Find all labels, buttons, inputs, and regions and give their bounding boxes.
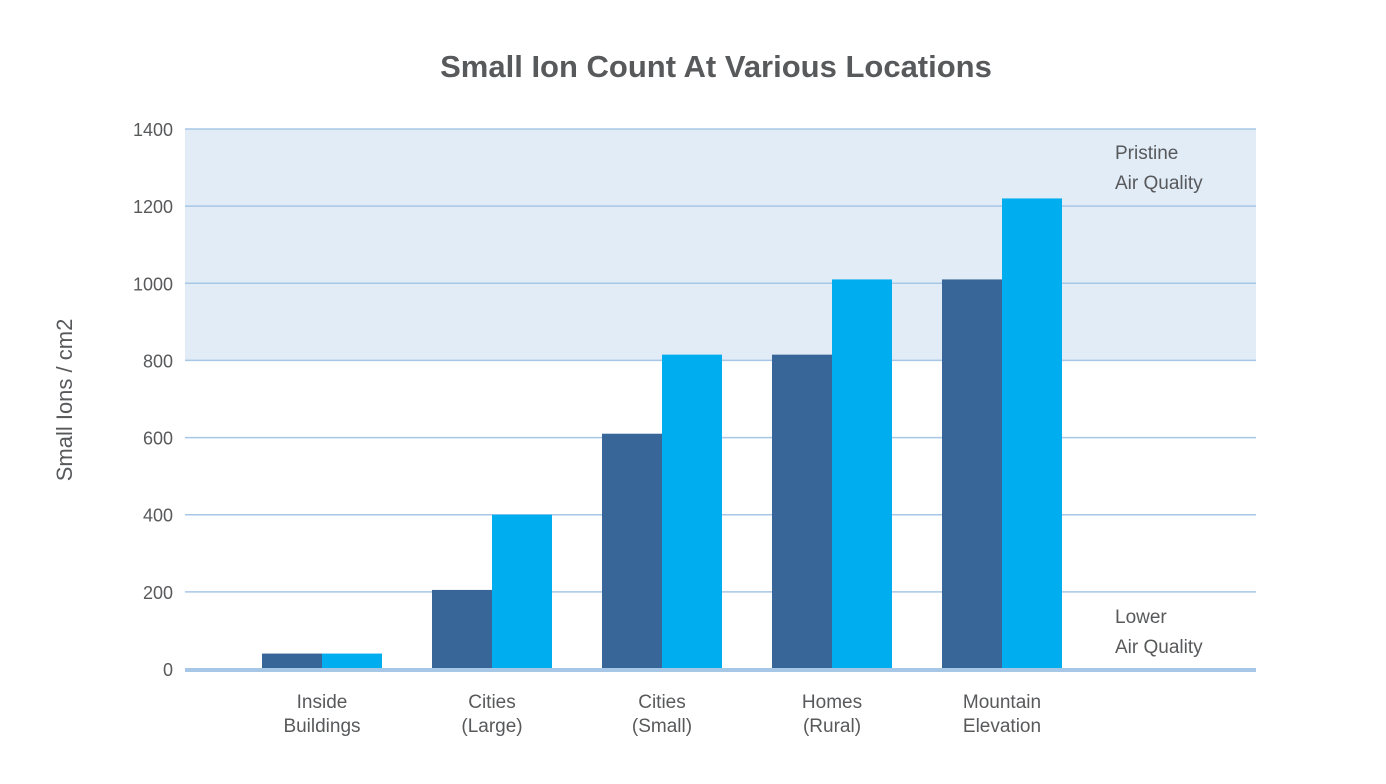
x-category-label: (Rural) [803, 716, 861, 737]
lower-label-line2: Air Quality [1115, 637, 1203, 658]
pristine-label-line1: Pristine [1115, 143, 1178, 164]
pristine-zone-band [185, 129, 1256, 361]
bar [322, 653, 382, 669]
y-axis-ticks: 0 200 400 600 800 1000 1200 1400 [133, 120, 173, 680]
bars [262, 198, 1062, 669]
bar [662, 354, 722, 669]
chart-title: Small Ion Count At Various Locations [440, 49, 992, 84]
y-axis-label: Small Ions / cm2 [52, 319, 77, 482]
x-category-label: (Large) [461, 716, 522, 737]
x-axis-categories: Inside Buildings Cities (Large) Cities (Small… [283, 692, 1041, 737]
bar [262, 653, 322, 669]
x-category-label: (Small) [632, 716, 692, 737]
bar [432, 589, 492, 669]
x-category-label: Cities [638, 692, 686, 713]
x-category-label: Mountain [963, 692, 1041, 713]
x-category-label: Cities [468, 692, 516, 713]
x-category-label: Elevation [963, 716, 1041, 737]
pristine-label-line2: Air Quality [1115, 173, 1203, 194]
bar [942, 279, 1002, 669]
y-tick-label: 800 [143, 351, 173, 371]
y-tick-label: 0 [163, 660, 173, 680]
bar [772, 354, 832, 669]
x-category-label: Buildings [283, 716, 360, 737]
y-tick-label: 1400 [133, 120, 173, 140]
lower-label-line1: Lower [1115, 607, 1167, 628]
x-category-label: Inside [297, 692, 348, 713]
bar [492, 514, 552, 669]
y-tick-label: 200 [143, 583, 173, 603]
y-tick-label: 1000 [133, 274, 173, 294]
x-category-label: Homes [802, 692, 862, 713]
bar [602, 433, 662, 669]
y-tick-label: 1200 [133, 197, 173, 217]
bar [1002, 198, 1062, 669]
y-tick-label: 400 [143, 506, 173, 526]
y-tick-label: 600 [143, 429, 173, 449]
bar [832, 279, 892, 669]
